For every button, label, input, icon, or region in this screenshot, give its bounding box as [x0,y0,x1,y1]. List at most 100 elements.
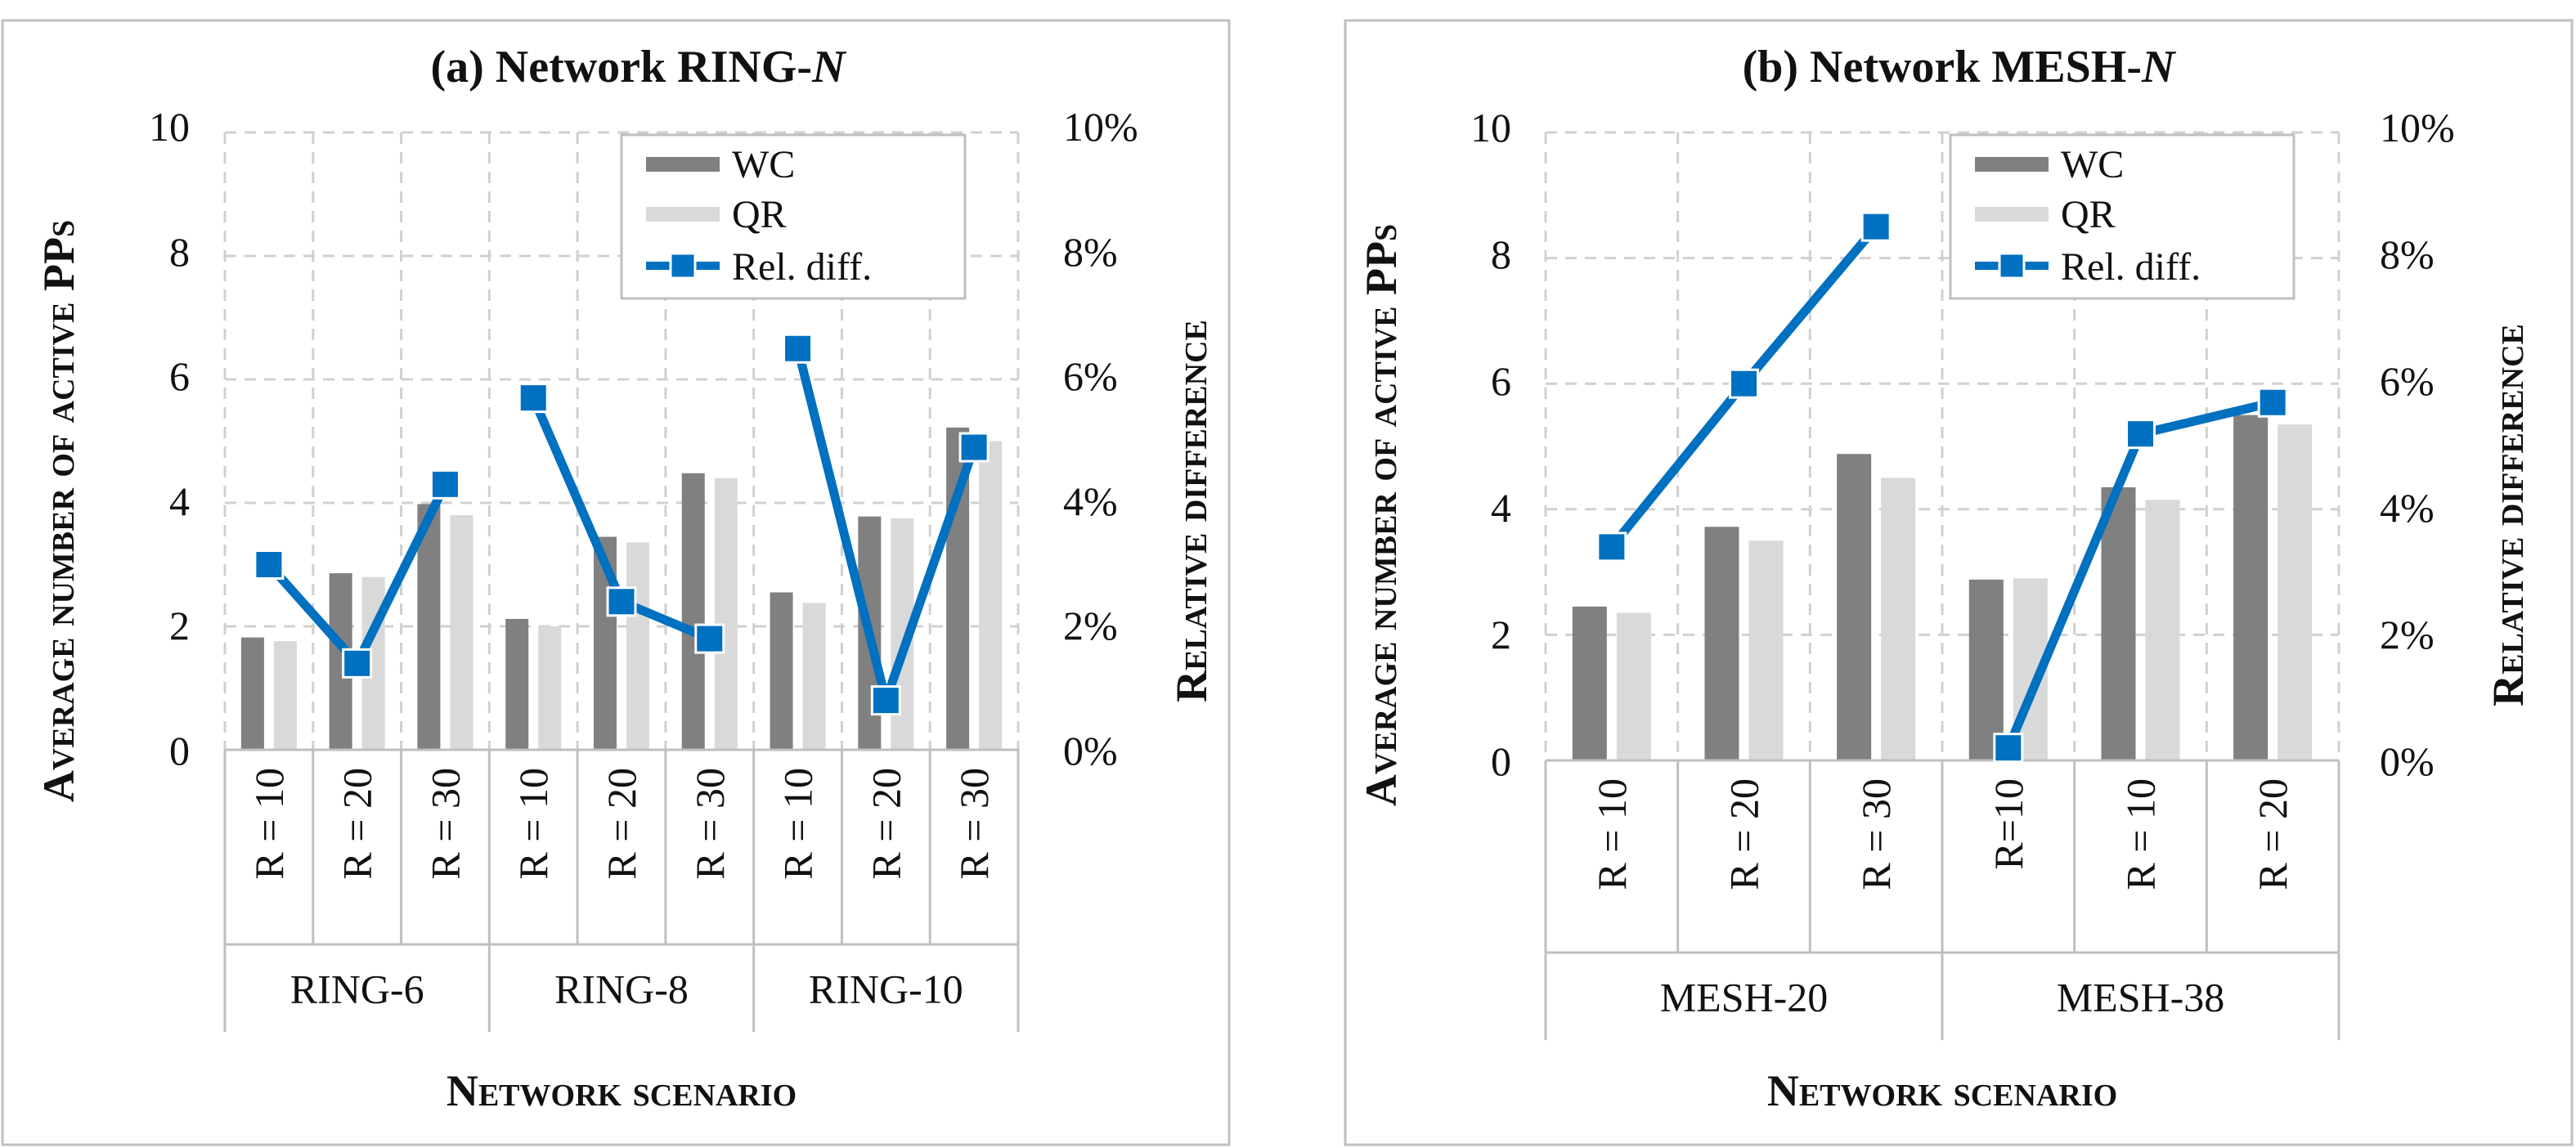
chart-a-legend-label-reldiff: Rel. diff. [732,245,872,289]
bar-qr-6 [2278,424,2313,760]
group-label-1: MESH-20 [1660,975,1829,1020]
chart-panel-b: (b) Network MESH-N MESH-20 MESH-38 R = 10 R… [1344,19,2574,1146]
rel-diff-marker-1 [1596,531,1627,563]
category-label-2: R = 20 [334,768,380,880]
chart-b-y-axis-label: Average number of active PPs [1357,224,1406,806]
chart-b-rel-diff-series [1596,211,2288,764]
bar-qr-9 [979,441,1003,750]
chart-a-y2tick-0: 0% [1063,728,1118,774]
chart-b-y2-ticks: 0% 2% 4% 6% 8% 10% [2380,105,2455,784]
chart-a-category-axis: RING-6 RING-8 RING-10 R = 10 R = 20 R = 30 R =… [223,750,1020,1032]
bar-wc-5 [2101,487,2136,760]
bar-qr-6 [714,478,738,750]
rel-diff-marker-3 [429,469,460,500]
chart-a-y2tick-1: 2% [1063,603,1118,648]
chart-panel-a: (a) Network RING-N RING-6 RING-8 RING-10 R … [1,19,1231,1146]
rel-diff-marker-5 [606,586,637,617]
chart-b-legend-label-qr: QR [2061,193,2116,236]
chart-b-y2tick-5: 10% [2380,105,2455,150]
chart-b-y-ticks: 0 2 4 6 8 10 [1470,105,1511,784]
chart-a-ytick-4: 8 [169,229,190,275]
rel-diff-marker-4 [518,383,549,414]
group-label-2: MESH-38 [2057,975,2225,1020]
chart-b-bars [1572,415,2313,760]
bar-qr-7 [802,603,826,750]
bar-wc-1 [1572,606,1607,760]
chart-b-ytick-1: 2 [1491,612,1511,657]
chart-a-x-axis-label: Network scenario [447,1066,797,1115]
group-label-3: RING-10 [809,966,963,1012]
chart-b-legend-label-reldiff: Rel. diff. [2061,245,2201,289]
bar-wc-6 [681,473,705,750]
chart-a-y2tick-3: 6% [1063,353,1118,399]
group-label-2: RING-8 [554,966,689,1012]
chart-a-ytick-3: 6 [169,353,190,399]
chart-b-y2tick-1: 2% [2380,612,2435,657]
chart-b-ytick-3: 6 [1491,358,1511,404]
chart-b-ytick-4: 8 [1491,231,1511,277]
rel-diff-marker-5 [2125,419,2156,450]
category-label-2: R = 20 [1721,778,1767,890]
chart-b-y2tick-3: 6% [2380,358,2435,404]
chart-a-legend: WC QR Rel. diff. [620,133,967,300]
rel-diff-marker-2 [1729,368,1759,399]
chart-a-ytick-2: 4 [169,478,190,524]
bar-wc-3 [1837,454,1872,760]
chart-b-legend-label-wc: WC [2061,143,2124,186]
chart-b-y2tick-2: 4% [2380,485,2435,531]
bar-wc-7 [770,592,793,750]
rel-diff-marker-3 [1860,211,1892,242]
chart-b-y2tick-4: 8% [2380,231,2435,277]
group-label-1: RING-6 [290,966,424,1012]
category-label-3: R = 30 [422,768,468,880]
chart-a-ytick-1: 2 [169,603,190,648]
chart-a-y2tick-4: 8% [1063,229,1118,275]
bar-wc-4 [505,618,529,750]
category-label-5: R = 20 [599,768,644,880]
bar-qr-2 [1748,540,1784,760]
chart-a-y2-axis-label: Relative difference [1167,320,1216,702]
rel-diff-marker-6 [694,623,725,654]
category-label-6: R = 30 [687,768,733,880]
bar-qr-1 [273,641,297,750]
category-label-4: R=10 [1986,778,2031,870]
chart-b-legend-swatch-qr [1975,207,2049,222]
rel-diff-marker-8 [870,685,901,716]
category-label-9: R = 30 [951,768,997,880]
chart-a-y-axis-label: Average number of active PPs [34,220,83,802]
bar-qr-3 [1881,478,1916,760]
chart-a-title-italic: N [811,42,847,92]
rel-diff-marker-7 [783,333,814,364]
chart-a-legend-marker-reldiff [669,252,697,280]
chart-b-y2tick-0: 0% [2380,738,2435,784]
chart-b-category-axis: MESH-20 MESH-38 R = 10 R = 20 R = 30 R=10 R = … [1544,760,2340,1040]
bar-wc-2 [1704,527,1739,760]
category-label-1: R = 10 [246,768,292,880]
category-label-1: R = 10 [1589,778,1635,890]
bar-qr-4 [538,626,562,750]
category-label-4: R = 10 [510,768,556,880]
chart-a-legend-label-wc: WC [732,143,795,186]
bar-qr-3 [450,515,473,750]
category-label-5: R = 10 [2118,778,2164,890]
chart-b-x-axis-label: Network scenario [1767,1066,2117,1115]
chart-b-legend-swatch-wc [1975,157,2049,172]
bar-qr-5 [626,542,650,750]
chart-a-title-text: (a) Network RING- [430,42,812,92]
chart-b-ytick-0: 0 [1491,738,1511,784]
chart-b-legend: WC QR Rel. diff. [1949,133,2296,300]
chart-a-y2tick-2: 4% [1063,478,1118,524]
chart-b-ytick-5: 10 [1470,105,1511,150]
bar-wc-1 [240,637,264,750]
chart-b-title-text: (b) Network MESH- [1743,42,2142,92]
chart-a-y2-ticks: 0% 2% 4% 6% 8% 10% [1063,104,1138,774]
rel-diff-marker-2 [342,648,373,679]
bar-wc-3 [417,504,441,750]
rel-diff-marker-6 [2257,387,2288,418]
rel-diff-marker-4 [1993,733,2024,764]
chart-b-title: (b) Network MESH-N [1743,42,2177,92]
chart-a-rel-diff-series [254,333,990,716]
chart-a-y-ticks: 0 2 4 6 8 10 [149,104,190,774]
bar-qr-5 [2145,500,2180,760]
